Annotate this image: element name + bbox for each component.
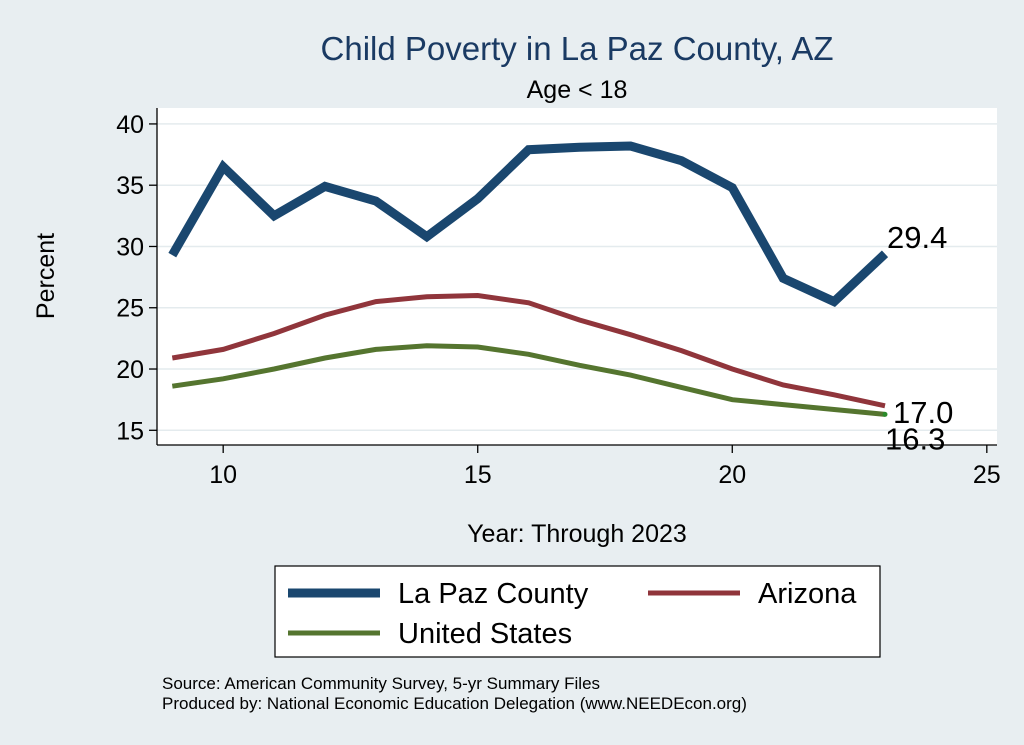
x-axis-title: Year: Through 2023 — [467, 520, 687, 548]
y-tick-label: 15 — [116, 417, 144, 445]
x-tick-label: 25 — [973, 461, 1001, 489]
chart-title: Child Poverty in La Paz County, AZ — [321, 30, 834, 67]
y-tick-label: 20 — [116, 356, 144, 384]
source-note: Source: American Community Survey, 5-yr … — [162, 674, 600, 693]
x-tick-label: 20 — [718, 461, 746, 489]
series-line-arizona — [171, 292, 886, 409]
series-line-la-paz-county — [168, 141, 889, 307]
end-label-la-paz-county: 29.4 — [887, 220, 947, 255]
end-label-united-states: 16.3 — [885, 421, 945, 456]
legend-label-la-paz-county: La Paz County — [398, 578, 589, 610]
y-tick-label: 30 — [116, 233, 144, 261]
grid-lines — [157, 123, 997, 432]
y-tick-label: 35 — [116, 172, 144, 200]
legend-label-united-states: United States — [398, 618, 572, 650]
y-tick-label: 40 — [116, 111, 144, 139]
produced-by-note: Produced by: National Economic Education… — [162, 694, 747, 713]
axes: 15 20 25 30 35 40 10 15 20 25 — [116, 108, 1001, 489]
legend-box — [274, 565, 881, 658]
legend: La Paz County Arizona United States — [288, 578, 857, 650]
x-tick-label: 15 — [464, 461, 492, 489]
chart-subtitle: Age < 18 — [527, 76, 628, 104]
plot-area — [157, 108, 997, 445]
end-label-arizona: 17.0 — [893, 395, 953, 430]
y-axis-title: Percent — [32, 233, 60, 319]
x-tick-label: 10 — [209, 461, 237, 489]
end-marker-united-states — [882, 411, 888, 417]
end-labels: 29.4 17.016.3 — [882, 220, 953, 456]
series-lines — [168, 141, 889, 417]
y-tick-label: 25 — [116, 295, 144, 323]
legend-label-arizona: Arizona — [758, 578, 857, 610]
series-line-united-states — [171, 343, 886, 417]
